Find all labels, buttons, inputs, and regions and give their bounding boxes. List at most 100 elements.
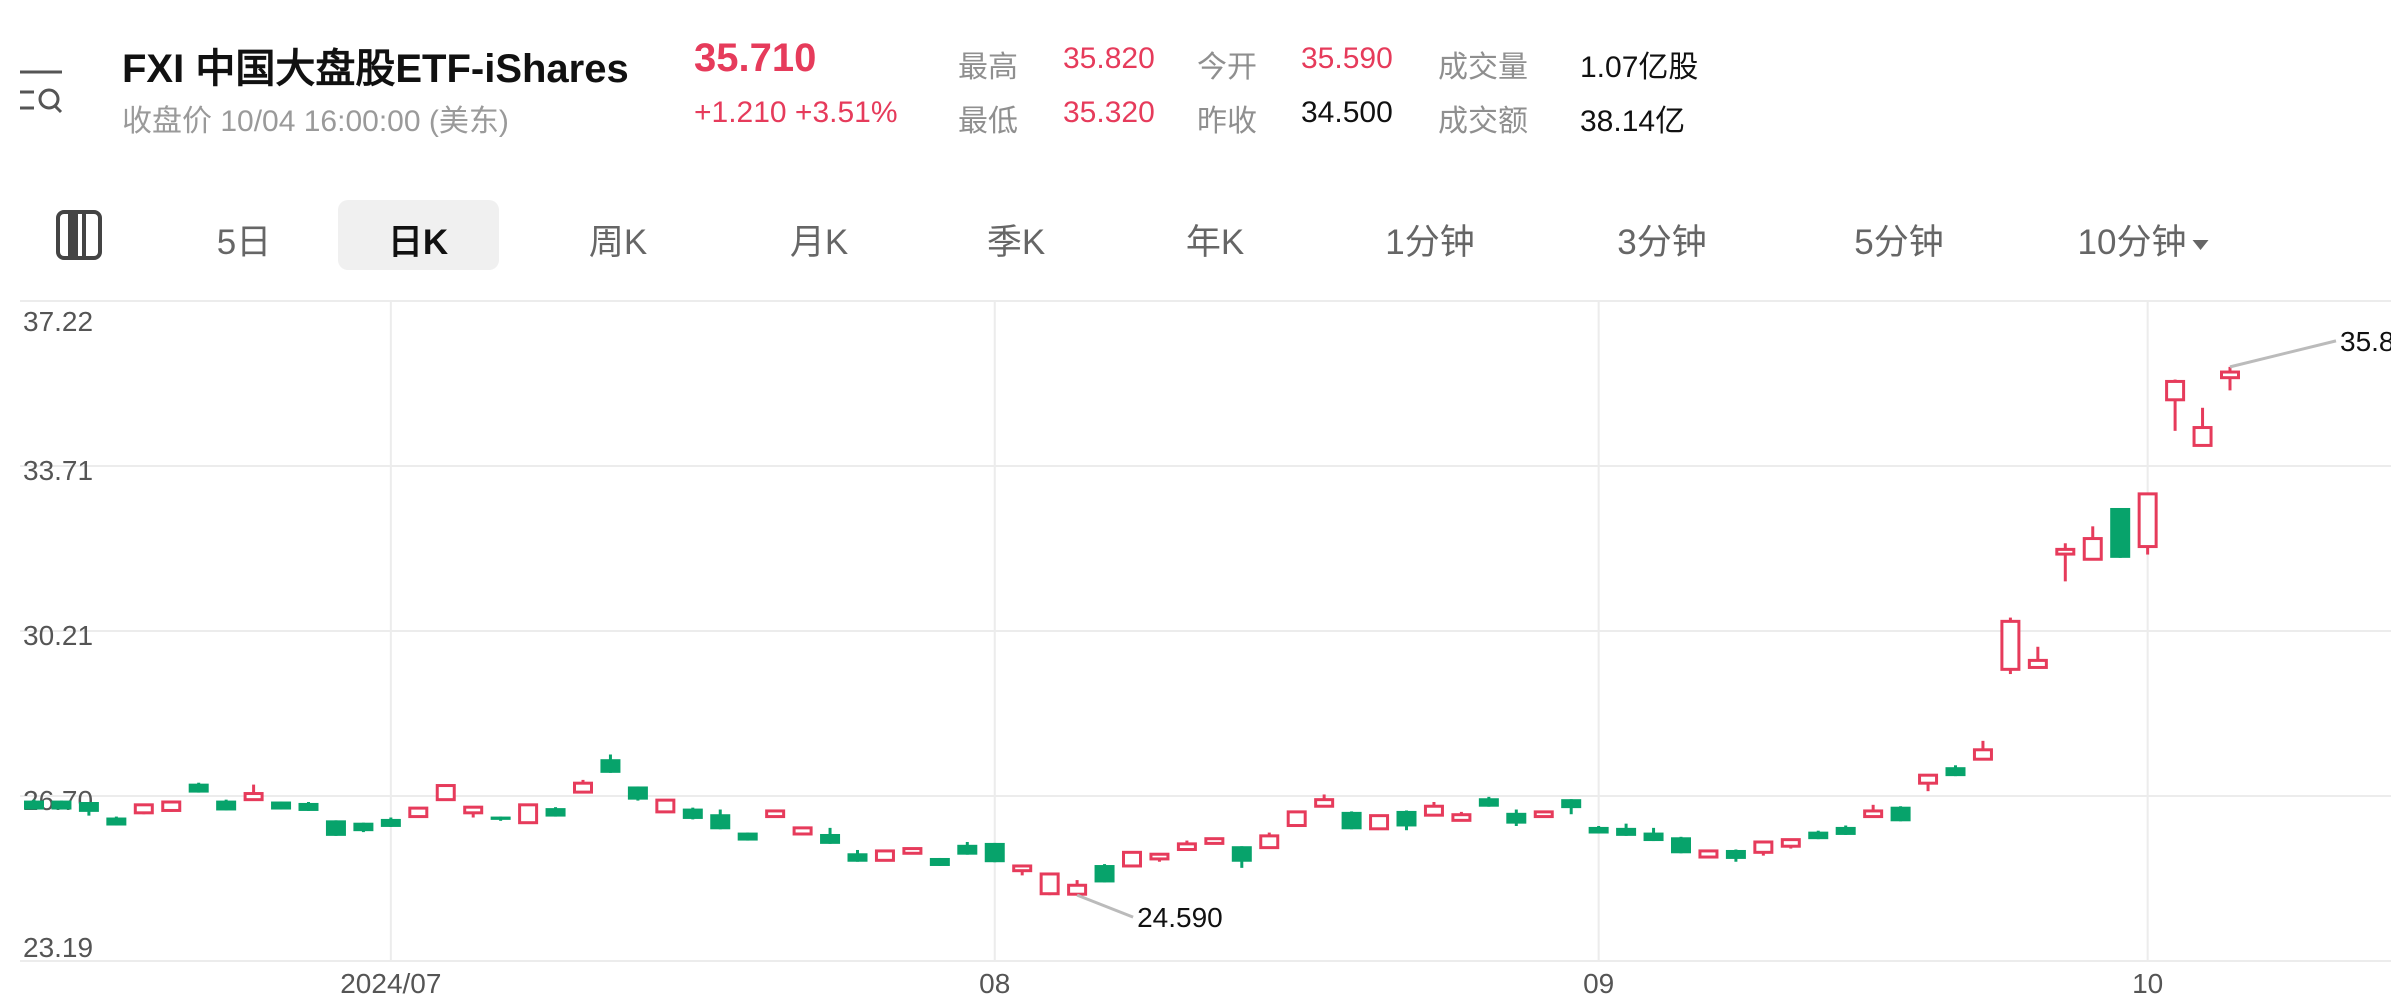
candle-body-down [106,817,127,826]
candle-body-down [1396,810,1417,827]
tab-10min-dropdown[interactable]: 10分钟 [2078,214,2209,265]
x-axis-label: 10 [2132,968,2163,999]
candle-body-up [1918,773,1939,785]
stock-title: FXI 中国大盘股ETF-iShares [122,47,629,91]
candle-body-down [984,842,1005,863]
candle-body-down [490,816,511,820]
candle-body-down [51,800,72,810]
y-axis-label: 37.22 [23,306,93,337]
tab-weekly-k[interactable]: 周K [588,223,648,262]
candle-body-up [243,792,264,802]
candle-body-down [545,808,566,817]
candle-body-down [600,759,621,773]
candle-body-up [1698,849,1719,859]
candle-body-down [216,800,237,811]
candle-body-down [1231,846,1252,862]
candle-body-up [463,805,484,815]
x-axis-label: 09 [1583,968,1614,999]
candle-body-down [627,786,648,800]
candle-body-down [1561,799,1582,809]
menu-search-icon [20,70,63,114]
candle-body-down [847,853,868,862]
candle-body-up [2000,619,2021,671]
candle-body-down [24,800,44,810]
candle-body-up [435,784,456,802]
candle-body-down [2110,507,2131,558]
candle-body-up [2192,426,2213,447]
candle-body-up [133,803,154,815]
open-value: 35.590 [1301,42,1393,75]
tab-yearly-k[interactable]: 年K [1185,223,1245,262]
turnover-label: 成交额 [1438,105,1528,138]
candle-body-up [1863,809,1884,819]
candle-body-down [710,814,731,830]
candle-body-up [1451,813,1472,822]
candle-body-down [957,844,978,855]
candle-body-down [1506,812,1527,824]
y-axis-label: 23.19 [23,932,93,963]
candle-body-up [1067,883,1088,896]
close-status: 收盘价 10/04 16:00:00 (美东) [122,105,509,138]
high-value: 35.820 [1063,42,1155,75]
prev-close-label: 昨收 [1197,105,1257,138]
candle-body-down [1808,831,1829,840]
y-axis-label: 30.21 [23,620,93,651]
tab-10min-label: 10分钟 [2077,223,2187,262]
low-value: 35.320 [1063,96,1155,129]
candle-body-down [1643,832,1664,842]
candle-body-up [765,809,786,819]
candle-body-up [2082,537,2103,561]
candle-body-up [2027,658,2048,669]
candle-body-up [1780,838,1801,848]
candle-body-down [1094,865,1115,883]
candle-body-up [573,781,593,794]
candle-body-up [1286,810,1307,828]
candle-body-down [298,802,319,811]
candle-body-up [1149,852,1170,861]
caret-down-icon [2192,239,2209,250]
candle-body-down [353,822,374,832]
x-axis-label: 08 [979,968,1010,999]
candle-body-up [1753,840,1774,854]
candle-body-down [1341,811,1362,830]
candle-body-down [1588,826,1609,834]
candle-body-down [1478,798,1499,807]
candle-body-up [518,803,539,825]
candle-body-up [2165,379,2186,402]
candle-body-up [1533,810,1554,819]
prev-close-value: 34.500 [1301,96,1393,129]
candle-body-up [1259,834,1280,850]
candle-body-down [1890,806,1911,822]
low-label: 最低 [958,105,1018,138]
tab-daily-k[interactable]: 日K [387,223,449,262]
last-price: 35.710 [694,36,817,80]
candle-body-up [874,849,895,862]
candle-body-down [1835,826,1856,835]
candle-body-down [1945,767,1966,777]
candle-body-down [1725,849,1746,859]
tab-5min[interactable]: 5分钟 [1854,223,1944,262]
tab-1min[interactable]: 1分钟 [1385,223,1475,262]
candle-body-down [929,857,950,866]
candle-body-up [1972,748,1993,761]
tab-monthly-k[interactable]: 月K [789,223,849,262]
candle-body-up [792,826,813,836]
candle-body-up [408,806,429,819]
candle-body-up [1039,872,1060,896]
candle-body-down [820,833,841,844]
tab-3min[interactable]: 3分钟 [1617,223,1707,262]
candle-body-down [325,820,346,836]
candle-body-up [1122,850,1142,868]
panel-toggle-button[interactable] [56,210,102,260]
menu-search-button[interactable] [18,68,64,116]
annotation-leader-line [1076,893,1134,919]
candle-body-up [161,800,182,812]
tab-5day[interactable]: 5日 [216,223,272,262]
tab-quarterly-k[interactable]: 季K [986,223,1046,262]
candle-body-down [188,783,209,793]
candle-body-down [682,808,703,819]
x-axis-label: 2024/07 [340,968,441,999]
open-label: 今开 [1197,51,1257,84]
candle-body-up [1369,814,1390,831]
